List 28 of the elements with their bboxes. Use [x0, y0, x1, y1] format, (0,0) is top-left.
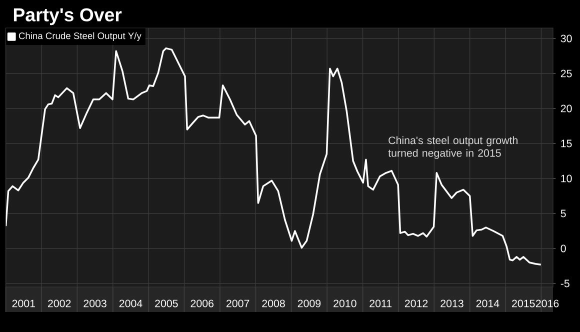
y-tick-label: 0: [560, 244, 566, 252]
x-tick-label: 2011: [370, 300, 392, 308]
y-tick-label: 10: [561, 174, 572, 182]
x-tick-label: 2001: [12, 300, 35, 308]
x-tick-label: 2007: [226, 300, 250, 308]
legend-label: China Crude Steel Output Y/y: [18, 32, 142, 41]
line-series: [6, 47, 542, 266]
x-tick-label: 2013: [440, 300, 464, 308]
x-tick-label: 2012: [404, 300, 428, 308]
x-tick-label: 2009: [298, 300, 321, 308]
x-tick-label: 2004: [119, 300, 142, 308]
y-tick-label: 30: [560, 34, 572, 42]
x-tick-label: 2016: [536, 300, 559, 308]
x-tick-label: 2008: [262, 300, 285, 308]
x-tick-label: 2005: [155, 300, 178, 308]
x-tick-label: 2006: [190, 300, 214, 308]
x-tick-label: 2015: [512, 300, 535, 308]
annotation: China's steel output growth turned negative in 2015: [388, 136, 518, 159]
y-tick-label: -5: [560, 280, 570, 288]
y-tick-label: 25: [560, 70, 572, 78]
y-tick-label: 15: [561, 140, 572, 148]
y-tick-label: 5: [560, 210, 566, 218]
y-tick-label: 20: [560, 104, 572, 112]
x-tick-label: 2014: [476, 300, 500, 308]
chart-title: Party's Over: [14, 8, 122, 26]
x-tick-label: 2003: [84, 300, 106, 308]
x-tick-label: 2002: [48, 300, 71, 308]
x-tick-label: 2010: [334, 300, 356, 308]
